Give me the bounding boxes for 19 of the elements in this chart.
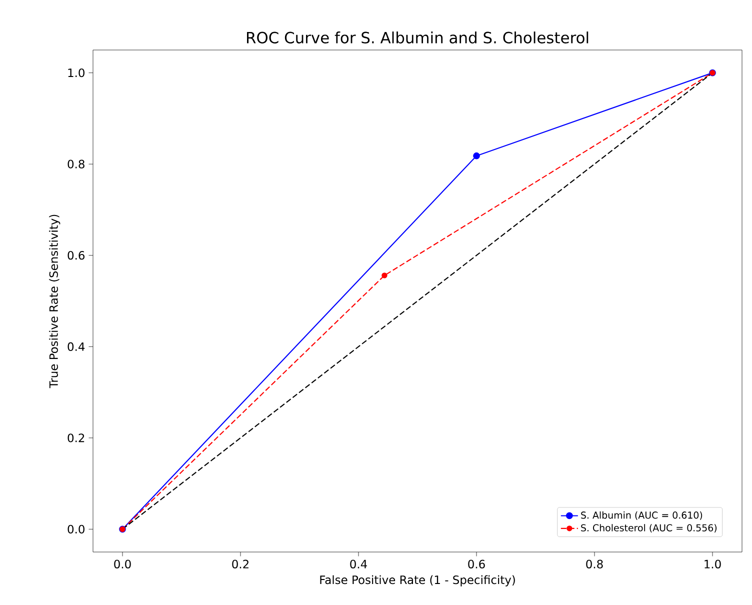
y-tick-label: 0.2 [68, 434, 84, 442]
x-tick-label: 0.8 [586, 560, 603, 568]
x-tick-label: 0.6 [468, 560, 485, 568]
legend-label: S. Albumin (AUC = 0.610) [581, 511, 702, 520]
x-axis-title: False Positive Rate (1 - Specificity) [320, 575, 515, 586]
x-tick-label: 0.4 [350, 560, 367, 568]
point [473, 152, 480, 160]
point [382, 272, 388, 278]
legend-label: S. Cholesterol (AUC = 0.556) [581, 524, 717, 533]
y-tick-label: 0.0 [68, 524, 84, 534]
chart-title: ROC Curve for S. Albumin and S. Cholesterol [247, 32, 588, 44]
y-tick-label: 0.6 [68, 251, 84, 260]
y-tick-label: 0.4 [68, 342, 85, 351]
x-tick-label: 1.0 [704, 560, 721, 568]
y-tick-label: 0.8 [68, 160, 84, 168]
x-tick-label: 0.2 [232, 560, 248, 568]
y-axis-title: True Positive Rate (Sensitivity) [49, 214, 60, 388]
y-tick-label: 1.0 [68, 68, 84, 78]
x-tick-label: 0.0 [114, 560, 131, 568]
